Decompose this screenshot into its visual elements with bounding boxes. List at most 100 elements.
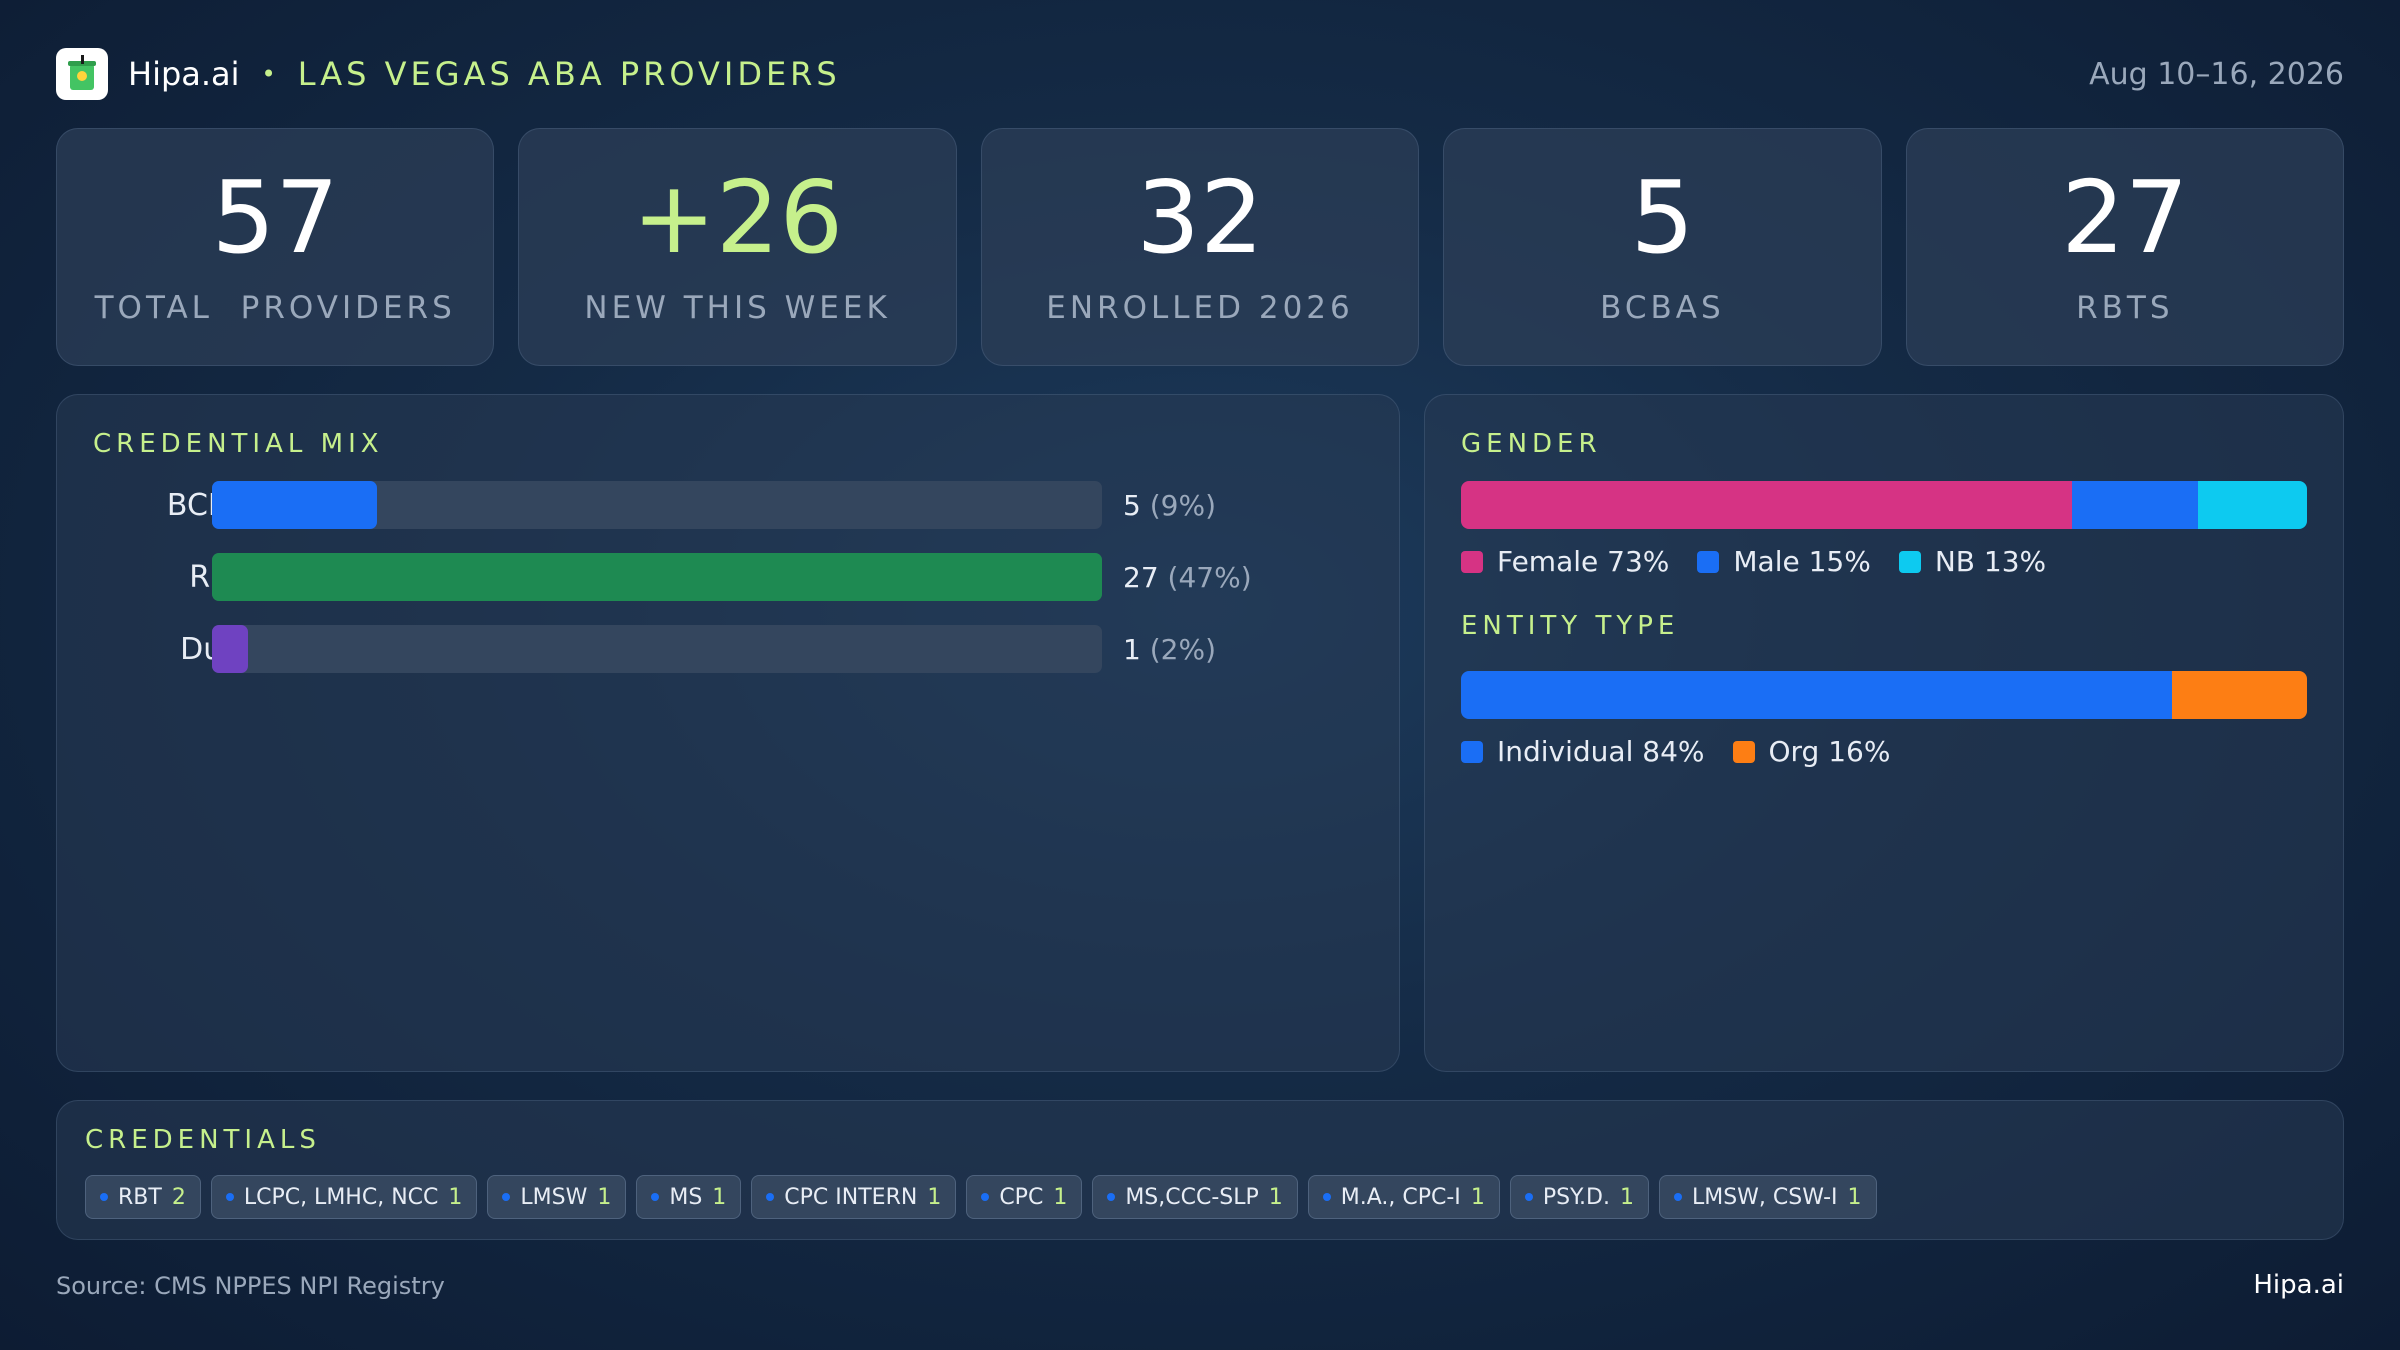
bar-rbt[interactable] [212,553,1102,601]
bar-value-label: 1 (2%) [1123,633,1216,666]
chip-label: RBT [118,1184,162,1210]
bar-value-label: 5 (9%) [1123,489,1216,522]
kpi-rbts: 27 RBTS [1905,128,2345,366]
legend-item-female: Female 73% [1461,545,1669,578]
legend-swatch [1697,550,1720,573]
bullet-icon [981,1193,990,1201]
chip-label: LMSW [520,1184,588,1210]
credential-chip[interactable]: MS,CCC-SLP 1 [1092,1175,1298,1219]
bar-track [212,553,1102,601]
legend-item-nb: NB 13% [1898,545,2047,578]
chip-label: M.A., CPC-I [1340,1184,1461,1210]
credential-chip[interactable]: PSY.D. 1 [1509,1175,1649,1219]
credential-chip[interactable]: LMSW 1 [487,1175,627,1219]
kpi-label: TOTAL PROVIDERS [94,290,456,326]
bullet-icon [1673,1193,1682,1201]
kpi-bcbas: 5 BCBAS [1443,128,1882,366]
chip-label: MS,CCC-SLP [1125,1184,1259,1210]
segment-nb[interactable] [2198,481,2307,529]
bar-row-bcba: BCBA 5 (9%) [57,481,1357,531]
legend-label: Male 15% [1733,545,1871,578]
legend-swatch [1461,550,1483,573]
segment-individual[interactable] [1461,671,2172,719]
kpi-total-providers: 57 TOTAL PROVIDERS [56,128,495,366]
legend-swatch [1461,740,1483,763]
bar-value: 1 [1123,633,1150,666]
chip-label: MS [669,1184,703,1210]
segment-org[interactable] [2171,671,2307,719]
kpi-label: NEW THIS WEEK [584,290,891,326]
bar-value: 27 [1123,561,1168,594]
credential-chip[interactable]: LMSW, CSW-I 1 [1658,1175,1877,1219]
kpi-label: ENROLLED 2026 [1046,290,1354,326]
bullet-icon [1107,1193,1116,1201]
credential-chip[interactable]: CPC 1 [966,1175,1083,1219]
bar-percent: (9%) [1149,489,1216,522]
entity-type-legend: Individual 84% Org 16% [1461,735,1890,768]
chip-count: 1 [1268,1184,1283,1210]
header-separator: • [261,60,276,88]
legend-label: Org 16% [1768,735,1891,768]
page-title: LAS VEGAS ABA PROVIDERS [297,55,841,93]
bar-value: 5 [1123,489,1150,522]
credential-chip[interactable]: LCPC, LMHC, NCC 1 [210,1175,478,1219]
legend-swatch [1732,740,1755,763]
kpi-value: 27 [2061,159,2189,276]
chip-label: LCPC, LMHC, NCC [243,1184,439,1210]
kpi-row: 57 TOTAL PROVIDERS +26 NEW THIS WEEK 32 … [56,128,2345,366]
chip-count: 1 [448,1184,463,1210]
bullet-icon [1524,1193,1533,1201]
entity-type-stacked-bar [1461,671,2307,719]
segment-female[interactable] [1461,481,2073,529]
legend-label: NB 13% [1934,545,2047,578]
credential-mix-title: CREDENTIAL MIX [93,429,384,459]
chip-count: 1 [1053,1184,1068,1210]
bullet-icon [225,1193,234,1201]
credential-chip[interactable]: M.A., CPC-I 1 [1307,1175,1500,1219]
kpi-new-this-week: +26 NEW THIS WEEK [518,128,957,366]
header: Hipa.ai • LAS VEGAS ABA PROVIDERS Aug 10… [56,46,2344,102]
source-note: Source: CMS NPPES NPI Registry [56,1272,445,1300]
chip-count: 1 [712,1184,727,1210]
date-range: Aug 10–16, 2026 [2089,56,2344,92]
footer-brand: Hipa.ai [2253,1270,2344,1300]
bar-percent: (47%) [1167,561,1252,594]
legend-swatch [1898,550,1921,573]
kpi-label: RBTS [2076,290,2174,326]
kpi-value: 57 [211,159,339,276]
bar-track [212,625,1102,673]
credential-chip[interactable]: MS 1 [636,1175,742,1219]
cup-icon [68,55,96,90]
gender-legend: Female 73% Male 15% NB 13% [1461,545,2046,578]
legend-item-individual: Individual 84% [1461,735,1705,768]
kpi-value: +26 [632,159,844,276]
segment-male[interactable] [2072,481,2199,529]
chip-count: 1 [1470,1184,1485,1210]
gender-title: GENDER [1461,429,1602,459]
bar-dual[interactable] [212,625,248,673]
chip-label: CPC INTERN [784,1184,918,1210]
demographics-panel: GENDER Female 73% Male 15% NB 13% ENTITY T… [1424,394,2344,1072]
credentials-panel: CREDENTIALS RBT 2 LCPC, LMHC, NCC 1 LMSW 1 MS 1… [56,1100,2344,1240]
chip-count: 1 [927,1184,942,1210]
chip-count: 1 [597,1184,612,1210]
brand-name: Hipa.ai [128,55,240,93]
credential-chips: RBT 2 LCPC, LMHC, NCC 1 LMSW 1 MS 1 CPC INTERN 1 C… [85,1175,1877,1219]
legend-label: Female 73% [1497,545,1670,578]
chip-label: LMSW, CSW-I [1691,1184,1838,1210]
bullet-icon [651,1193,660,1201]
gender-stacked-bar [1461,481,2307,529]
credential-chip[interactable]: RBT 2 [85,1175,201,1219]
kpi-enrolled-2026: 32 ENROLLED 2026 [980,128,1420,366]
kpi-label: BCBAS [1600,290,1725,326]
bullet-icon [100,1193,108,1201]
chip-count: 1 [1847,1184,1862,1210]
bar-value-label: 27 (47%) [1123,561,1252,594]
bar-bcba[interactable] [212,481,377,529]
kpi-value: 32 [1136,159,1264,276]
legend-item-male: Male 15% [1697,545,1871,578]
credential-chip[interactable]: CPC INTERN 1 [751,1175,957,1219]
app-logo[interactable] [56,48,108,100]
kpi-value: 5 [1630,159,1695,276]
